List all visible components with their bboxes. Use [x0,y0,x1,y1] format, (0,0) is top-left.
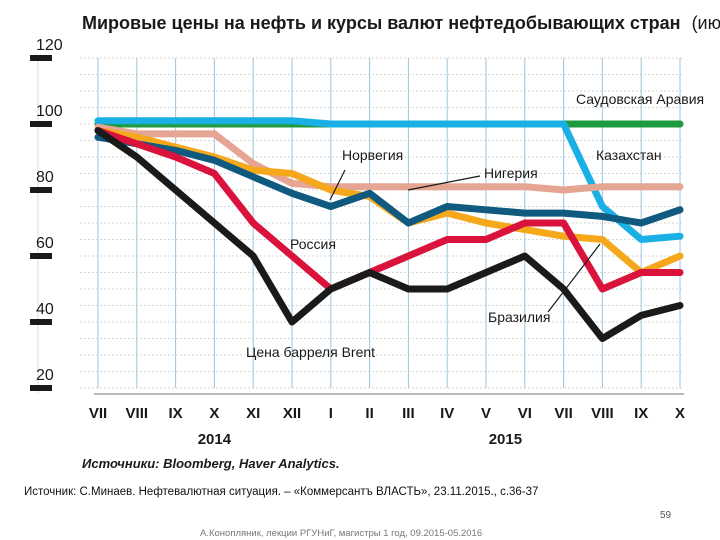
y-tick-label: 20 [36,367,54,384]
y-tick-label: 100 [36,103,63,120]
y-tick-mark [30,253,52,259]
y-tick-label: 40 [36,301,54,318]
series-lines [94,117,684,342]
x-tick-label: VIII [591,405,614,422]
x-tick-label: I [329,405,333,422]
x-tick-label: X [675,405,685,422]
label-nigeria: Нигерия [484,165,538,181]
label-russia: Россия [290,236,336,252]
label-kazakhstan: Казахстан [596,147,662,163]
x-tick-label: II [365,405,373,422]
chart-title-note: (июнь 2014 года = 100) [692,13,720,33]
year-label: 2014 [198,431,232,448]
norway-leader [329,169,346,201]
y-tick-mark [30,319,52,325]
series-line-4 [94,133,684,227]
y-tick-label: 60 [36,235,54,252]
series-line-1 [94,117,684,243]
y-tick-label: 80 [36,169,54,186]
chart-title-main: Мировые цены на нефть и курсы валют нефт… [82,13,681,33]
nigeria-leader [407,175,481,191]
chart-title: Мировые цены на нефть и курсы валют нефт… [82,13,720,33]
oil-currency-chart: Мировые цены на нефть и курсы валют нефт… [30,13,720,471]
x-tick-label: III [402,405,415,422]
x-tick-label: VII [89,405,107,422]
x-tick-label: VII [554,405,572,422]
chart-grid [80,57,684,389]
label-brent: Цена барреля Brent [246,344,375,360]
x-tick-label: VIII [126,405,149,422]
label-norway: Норвегия [342,147,403,163]
y-tick-label: 120 [36,37,63,54]
x-tick-label: X [209,405,219,422]
source-note: Источники: Bloomberg, Haver Analytics. [82,456,340,471]
y-tick-mark [30,187,52,193]
page-number: 59 [660,510,672,521]
y-tick-mark [30,55,52,61]
brazil-leader [547,243,601,313]
series-line-5 [94,127,684,293]
x-tick-label: VI [518,405,532,422]
year-label: 2015 [489,431,522,448]
annotations: Саудовская Аравия Казахстан Норвегия Ниг… [246,91,704,360]
x-axis: VII VIII IX X XI XII I II III IV V VI VII VIII IX X2014… [89,393,685,448]
series-line-2 [94,123,684,194]
x-tick-label: XI [246,405,260,422]
x-tick-label: V [481,405,491,422]
series-line-6 [94,127,684,342]
label-brazil: Бразилия [488,309,550,325]
caption: Источник: С.Минаев. Нефтевалютная ситуац… [24,486,539,498]
x-tick-label: IV [440,405,454,422]
x-tick-label: XII [283,405,301,422]
footer: А.Конопляник, лекции РГУНиГ, магистры 1 … [200,528,483,539]
y-axis: 20 40 60 80 100 120 [30,37,63,394]
y-tick-mark [30,385,52,391]
y-tick-mark [30,121,52,127]
x-tick-label: IX [169,405,183,422]
label-saudi: Саудовская Аравия [576,91,704,107]
x-tick-label: IX [634,405,648,422]
